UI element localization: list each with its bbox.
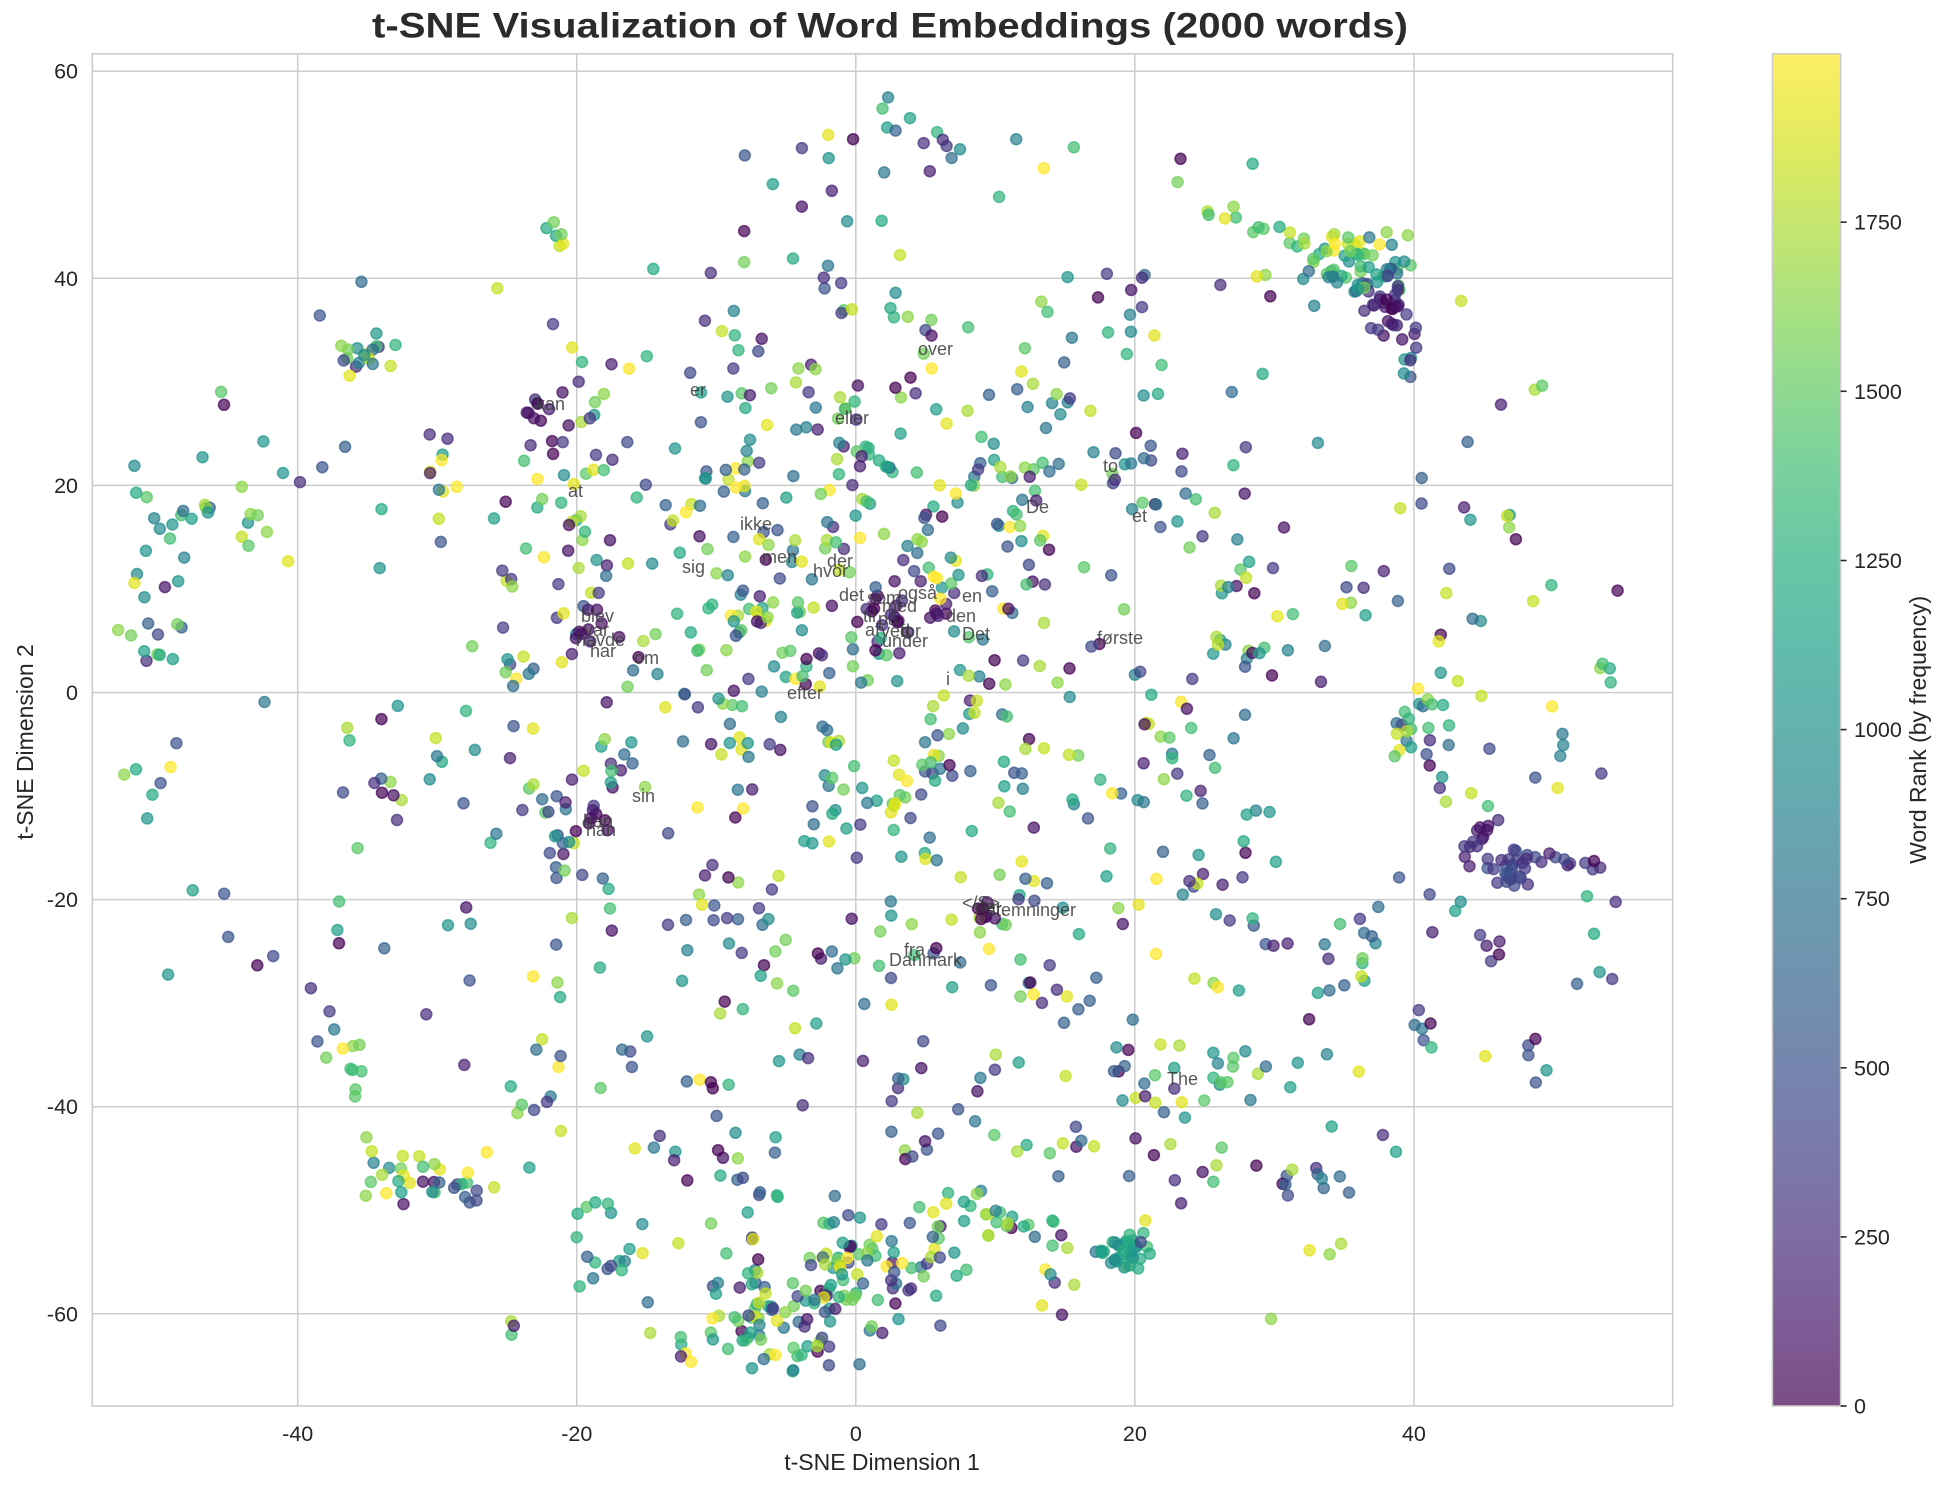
svg-text:han: han bbox=[586, 820, 616, 840]
svg-text:fra: fra bbox=[904, 940, 926, 960]
svg-text:sig: sig bbox=[682, 557, 705, 577]
svg-text:500: 500 bbox=[1854, 1056, 1890, 1080]
svg-text:eller: eller bbox=[835, 408, 869, 428]
svg-text:Word Rank (by frequency): Word Rank (by frequency) bbox=[1905, 596, 1931, 864]
svg-text:40: 40 bbox=[54, 267, 78, 291]
svg-text:de: de bbox=[975, 897, 995, 917]
svg-text:Hr.: Hr. bbox=[983, 899, 1006, 919]
svg-text:1000: 1000 bbox=[1854, 718, 1902, 742]
svg-text:1250: 1250 bbox=[1854, 549, 1902, 573]
svg-text:i: i bbox=[946, 669, 950, 689]
svg-text:250: 250 bbox=[1854, 1225, 1890, 1249]
svg-text:et: et bbox=[1132, 506, 1147, 526]
svg-text:-40: -40 bbox=[47, 1095, 78, 1119]
svg-text:der: der bbox=[827, 551, 853, 571]
svg-text:t-SNE Dimension 1: t-SNE Dimension 1 bbox=[784, 1449, 980, 1475]
svg-text:to: to bbox=[1103, 456, 1118, 476]
svg-text:De: De bbox=[1026, 497, 1049, 517]
svg-text:1750: 1750 bbox=[1854, 211, 1902, 235]
svg-text:efter: efter bbox=[787, 683, 823, 703]
svg-text:-60: -60 bbox=[47, 1302, 78, 1326]
svg-text:Det: Det bbox=[962, 624, 990, 644]
svg-text:med: med bbox=[882, 596, 917, 616]
svg-text:The: The bbox=[1167, 1069, 1198, 1089]
svg-text:t-SNE Visualization of Word Em: t-SNE Visualization of Word Embeddings (… bbox=[372, 7, 1408, 46]
svg-text:-20: -20 bbox=[47, 888, 78, 912]
svg-text:for: for bbox=[900, 621, 921, 641]
svg-text:var: var bbox=[584, 620, 609, 640]
svg-text:men: men bbox=[762, 547, 797, 567]
svg-text:kan: kan bbox=[536, 394, 565, 414]
svg-text:første: første bbox=[1097, 628, 1143, 648]
svg-text:0: 0 bbox=[1854, 1395, 1866, 1419]
svg-text:en: en bbox=[962, 586, 982, 606]
svg-text:ikke: ikke bbox=[740, 514, 772, 534]
svg-text:til: til bbox=[863, 606, 876, 626]
svg-text:om: om bbox=[634, 648, 659, 668]
svg-text:hvor: hvor bbox=[813, 561, 848, 581]
svg-text:t-SNE Dimension 2: t-SNE Dimension 2 bbox=[12, 644, 38, 840]
svg-text:0: 0 bbox=[66, 681, 78, 705]
svg-text:han: han bbox=[583, 811, 613, 831]
svg-text:-40: -40 bbox=[282, 1422, 313, 1446]
svg-text:ved: ved bbox=[881, 621, 910, 641]
svg-text:60: 60 bbox=[54, 60, 78, 84]
svg-text:-20: -20 bbox=[561, 1422, 592, 1446]
svg-text:20: 20 bbox=[54, 474, 78, 498]
svg-text:af: af bbox=[865, 620, 881, 640]
svg-text:750: 750 bbox=[1854, 887, 1890, 911]
svg-text:Danmark: Danmark bbox=[889, 950, 963, 970]
svg-text:blev: blev bbox=[581, 606, 614, 626]
svg-text:har: har bbox=[590, 641, 616, 661]
svg-text:0: 0 bbox=[850, 1422, 862, 1446]
svg-text:er: er bbox=[690, 380, 706, 400]
svg-text:på: på bbox=[878, 609, 899, 629]
svg-text:som: som bbox=[867, 588, 901, 608]
svg-text:den: den bbox=[946, 606, 976, 626]
svg-text:sin: sin bbox=[632, 786, 655, 806]
svg-text:at: at bbox=[568, 481, 583, 501]
svg-text:40: 40 bbox=[1402, 1422, 1426, 1446]
svg-text:</S>: </S> bbox=[962, 893, 1000, 913]
svg-text:over: over bbox=[918, 339, 953, 359]
svg-text:under: under bbox=[882, 631, 928, 651]
svg-text:1500: 1500 bbox=[1854, 380, 1902, 404]
svg-text:det: det bbox=[839, 585, 864, 605]
svg-text:20: 20 bbox=[1123, 1422, 1147, 1446]
svg-text:også: også bbox=[898, 583, 938, 603]
svg-text:havde: havde bbox=[576, 630, 625, 650]
svg-text:stemninger: stemninger bbox=[987, 900, 1076, 920]
